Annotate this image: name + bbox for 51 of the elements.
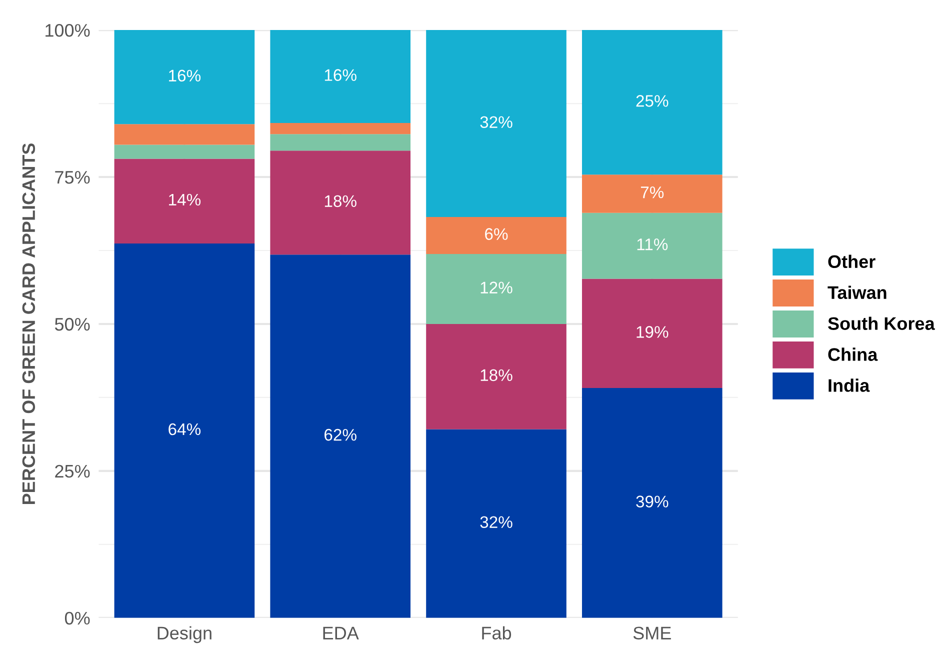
bar bbox=[426, 216, 566, 254]
bar bbox=[582, 30, 722, 175]
bar bbox=[426, 30, 566, 217]
y-tick-label: 50% bbox=[54, 318, 90, 331]
data-label: 7% bbox=[640, 186, 664, 198]
legend-label: India bbox=[828, 378, 870, 392]
legend-label: Other bbox=[828, 254, 876, 268]
bar bbox=[426, 429, 566, 618]
bar bbox=[582, 388, 722, 618]
bar bbox=[270, 30, 411, 123]
x-tick-label: SME bbox=[633, 626, 671, 640]
data-label: 11% bbox=[637, 238, 668, 250]
y-axis-title: PERCENT OF GREEN CARD APPLICANTS bbox=[22, 143, 36, 504]
data-label: 62% bbox=[324, 428, 356, 441]
x-tick-label: Design bbox=[158, 626, 212, 644]
data-label: 16% bbox=[324, 69, 356, 81]
bar bbox=[426, 254, 566, 324]
data-label: 32% bbox=[480, 516, 512, 528]
y-tick-label: 25% bbox=[55, 464, 90, 478]
legend-label: South Korea bbox=[828, 316, 935, 330]
data-label: 14% bbox=[169, 194, 201, 206]
bar bbox=[114, 144, 255, 159]
data-label: 32% bbox=[480, 116, 512, 128]
data-label: 64% bbox=[168, 423, 201, 436]
x-tick-label: Fab bbox=[482, 626, 512, 640]
y-tick-label: 100% bbox=[46, 24, 90, 37]
bar bbox=[114, 158, 255, 244]
bar bbox=[582, 212, 722, 279]
data-label: 25% bbox=[636, 95, 668, 107]
legend-label: Taiwan bbox=[828, 286, 886, 300]
x-tick-label: EDA bbox=[323, 626, 359, 640]
data-label: 39% bbox=[636, 496, 668, 508]
bar bbox=[270, 150, 411, 255]
bar bbox=[114, 243, 255, 618]
data-label: 19% bbox=[636, 326, 668, 338]
bar bbox=[426, 324, 566, 430]
bar bbox=[582, 174, 722, 213]
data-label: 18% bbox=[324, 195, 356, 208]
bar bbox=[270, 122, 411, 134]
data-label: 16% bbox=[169, 70, 201, 82]
bar bbox=[582, 278, 722, 388]
bar bbox=[270, 134, 411, 151]
data-label: 12% bbox=[480, 282, 512, 294]
data-label: 6% bbox=[485, 228, 508, 240]
y-tick-label: 0% bbox=[64, 612, 90, 625]
bar bbox=[114, 124, 255, 145]
y-tick-label: 75% bbox=[55, 171, 90, 184]
bar bbox=[114, 30, 255, 124]
legend-label: China bbox=[828, 348, 878, 361]
bar bbox=[270, 254, 411, 618]
data-label: 18% bbox=[480, 369, 512, 382]
